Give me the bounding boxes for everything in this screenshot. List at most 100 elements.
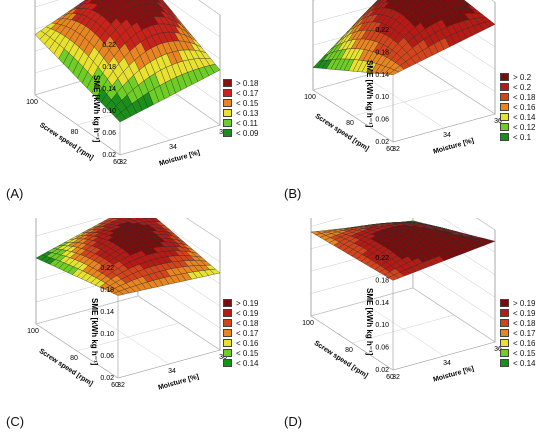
y-tick-label: 34 (443, 360, 451, 367)
z-tick-label: 0.22 (100, 265, 114, 272)
legend-item: < 0.11 (223, 118, 258, 128)
z-tick-label: 0.06 (375, 117, 389, 124)
x-tick-label: 80 (345, 347, 353, 354)
z-tick-label: 0.02 (102, 152, 116, 159)
z-tick-label: 0.14 (100, 309, 114, 316)
z-tick-label: 0.14 (375, 300, 389, 307)
surface-cell (115, 112, 126, 123)
legend-label: < 0.17 (236, 88, 259, 98)
z-tick-label: 0.10 (100, 331, 114, 338)
y-tick-label: 32 (117, 382, 125, 389)
legend-swatch (223, 99, 232, 107)
z-axis-title: SME [kWh kg h⁻¹] (365, 288, 374, 356)
z-tick-label: 0.18 (375, 49, 389, 56)
legend-label: < 0.17 (513, 328, 536, 338)
surface-cell (388, 274, 400, 281)
z-tick-label: 0.10 (102, 108, 116, 115)
legend-swatch (223, 309, 232, 317)
y-tick-label: 32 (392, 146, 400, 153)
surface (34, 0, 221, 123)
legend-label: < 0.18 (236, 318, 259, 328)
x-tick-label: 100 (304, 94, 316, 101)
y-axis-title: Moisture [%] (157, 373, 199, 391)
legend-label: < 0.16 (513, 338, 536, 348)
legend-swatch (500, 93, 509, 101)
y-tick-label: 32 (119, 159, 127, 166)
x-tick-label: 80 (346, 120, 354, 127)
legend-item: > 0.19 (223, 298, 258, 308)
z-gridline (186, 218, 221, 241)
legend-label: < 0.1 (513, 132, 532, 142)
z-axis-title: SME [kWh kg h⁻¹] (365, 60, 374, 128)
legend-label: < 0.11 (236, 118, 258, 128)
legend-item: < 0.16 (500, 102, 535, 112)
legend-label: < 0.14 (236, 358, 259, 368)
y-axis-title: Moisture [%] (432, 137, 474, 155)
legend-label: < 0.14 (513, 112, 536, 122)
legend-label: > 0.19 (236, 298, 259, 308)
y-tick-label: 34 (168, 368, 176, 375)
panel-label-b: (B) (284, 186, 302, 201)
panel-label-c: (C) (6, 414, 25, 429)
surface-cell (116, 0, 121, 2)
legend-item: < 0.17 (223, 88, 258, 98)
legend-label: < 0.14 (513, 358, 536, 368)
legend-label: < 0.19 (236, 308, 259, 318)
legend-swatch (500, 83, 509, 91)
legend-swatch (500, 329, 509, 337)
y-tick-label: 34 (169, 144, 177, 151)
legend-swatch (500, 299, 509, 307)
legend-label: > 0.19 (513, 298, 536, 308)
z-tick-label: 0.18 (102, 64, 116, 71)
legend-a: > 0.18 < 0.17 < 0.15 < 0.13 < 0.11 < 0.09 (223, 78, 258, 138)
legend-item: < 0.18 (500, 92, 535, 102)
legend-label: < 0.15 (236, 98, 259, 108)
legend-label: < 0.16 (236, 338, 259, 348)
legend-label: < 0.15 (236, 348, 259, 358)
legend-item: < 0.16 (500, 338, 535, 348)
legend-item: < 0.18 (500, 318, 535, 328)
legend-label: < 0.13 (236, 108, 259, 118)
z-gridline (35, 218, 221, 263)
legend-swatch (223, 79, 232, 87)
z-tick-label: 0.22 (375, 27, 389, 34)
x-tick-label: 100 (26, 99, 38, 106)
x-tick-label: 60 (113, 159, 121, 166)
legend-label: < 0.19 (513, 308, 536, 318)
legend-item: < 0.12 (500, 122, 535, 132)
legend-item: < 0.15 (223, 348, 258, 358)
legend-label: < 0.2 (513, 82, 532, 92)
z-tick-label: 0.18 (100, 287, 114, 294)
z-tick-label: 0.18 (375, 277, 389, 284)
z-tick-label: 0.06 (100, 353, 114, 360)
legend-label: < 0.12 (513, 122, 536, 132)
floor-gridline (363, 75, 445, 129)
x-tick-label: 60 (111, 382, 119, 389)
legend-item: < 0.15 (500, 348, 535, 358)
legend-swatch (223, 349, 232, 357)
legend-swatch (500, 123, 509, 131)
chart-panel-d: 0.02 0.06 0.10 0.14 0.18 0.22 60 80 100 32 34 36 SME… (302, 218, 502, 384)
z-tick-label: 0.14 (375, 72, 389, 79)
legend-swatch (223, 319, 232, 327)
x-tick-label: 100 (27, 328, 39, 335)
legend-item: < 0.18 (223, 318, 258, 328)
legend-label: < 0.17 (236, 328, 259, 338)
z-axis-title: SME [kWh kg h⁻¹] (90, 298, 99, 366)
y-axis-title: Moisture [%] (158, 149, 200, 167)
z-axis-title: SME [kWh kg h⁻¹] (92, 75, 101, 143)
legend-item: < 0.17 (500, 328, 535, 338)
legend-item: < 0.14 (500, 112, 535, 122)
z-tick-label: 0.14 (102, 86, 116, 93)
legend-label: < 0.15 (513, 348, 536, 358)
panel-label-d: (D) (284, 414, 303, 429)
z-tick-label: 0.02 (375, 139, 389, 146)
z-gridline (34, 0, 221, 38)
y-tick-label: 32 (392, 374, 400, 381)
legend-swatch (223, 339, 232, 347)
legend-b: > 0.2 < 0.2 < 0.18 < 0.16 < 0.14 < 0.12 < 0.1 (500, 72, 535, 142)
z-tick-label: 0.06 (375, 345, 389, 352)
z-gridline (310, 287, 496, 343)
legend-item: < 0.15 (223, 98, 258, 108)
